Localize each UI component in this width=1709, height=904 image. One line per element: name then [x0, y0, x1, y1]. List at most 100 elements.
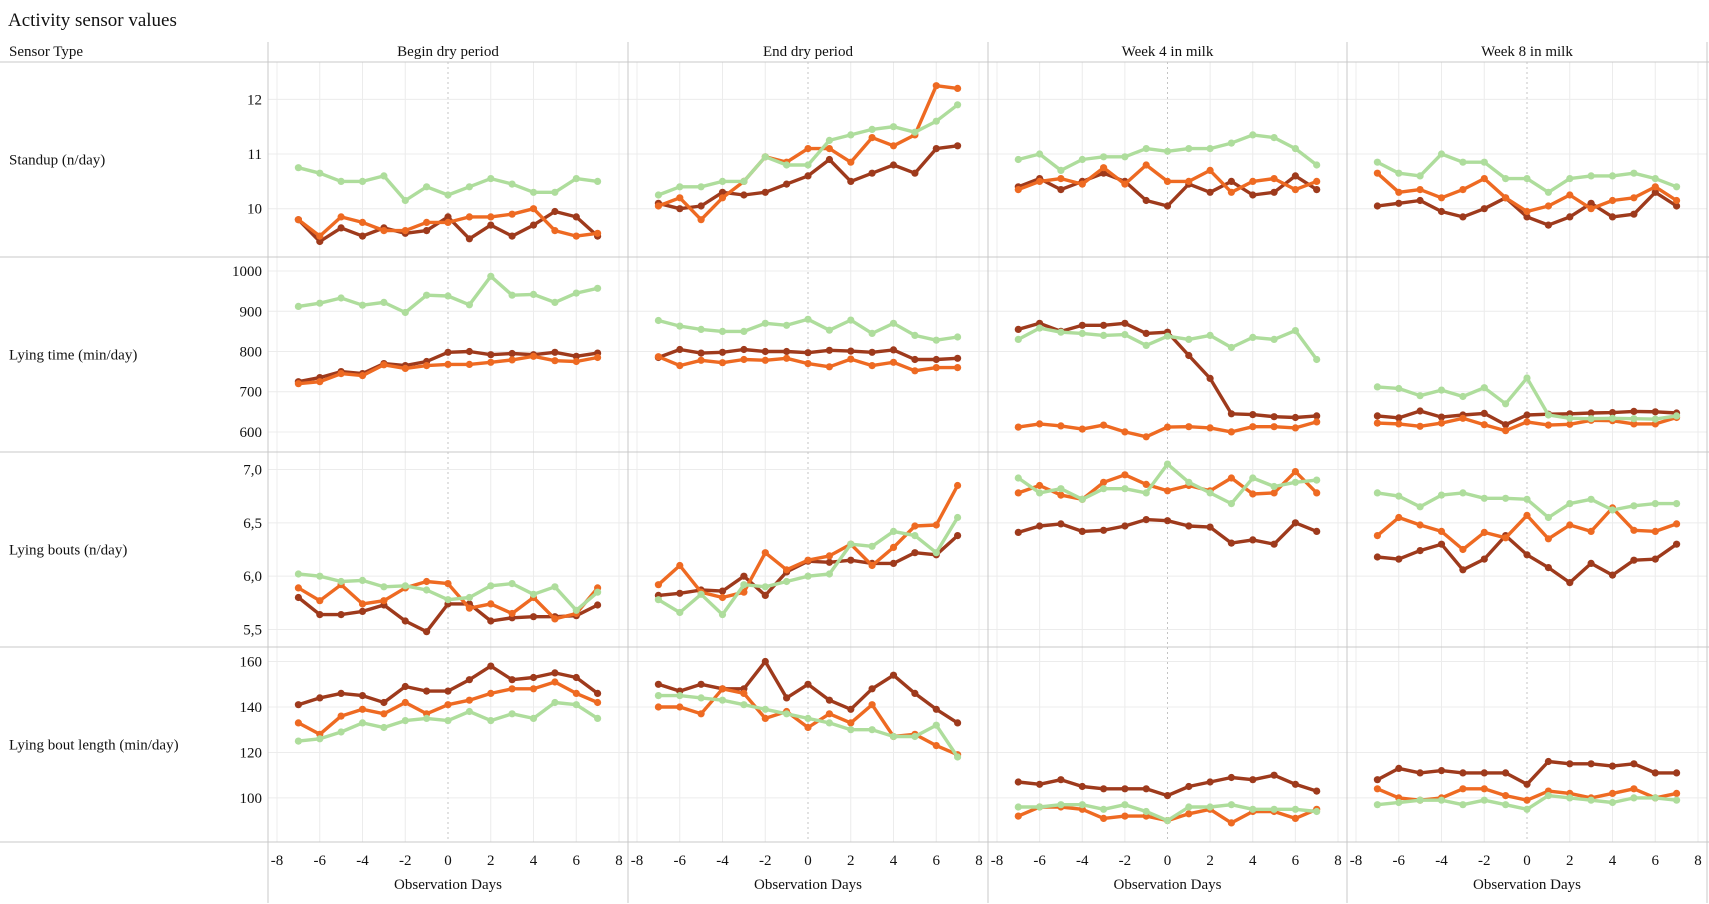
data-point: [889, 142, 898, 150]
data-point: [358, 301, 367, 309]
data-point: [572, 232, 580, 240]
data-point: [1185, 803, 1193, 811]
data-point: [337, 712, 345, 720]
data-point: [1313, 807, 1321, 816]
data-point: [1566, 579, 1574, 587]
data-point: [932, 521, 940, 529]
data-point: [761, 347, 769, 356]
data-point: [1142, 341, 1150, 349]
data-point: [1651, 408, 1659, 416]
data-point: [740, 701, 748, 709]
row-header-label: Sensor Type: [9, 44, 83, 60]
data-point: [465, 604, 473, 612]
data-point: [1291, 186, 1299, 194]
panel-frame-layer: [0, 42, 1709, 903]
data-point: [1544, 535, 1552, 543]
data-point: [358, 232, 367, 240]
data-point: [594, 284, 602, 292]
data-point: [1544, 411, 1552, 419]
data-point: [487, 689, 495, 698]
data-point: [954, 101, 962, 109]
data-point: [423, 586, 431, 594]
data-point: [1270, 175, 1278, 183]
data-point: [1373, 776, 1381, 784]
data-point: [1373, 801, 1381, 809]
data-point: [1036, 324, 1044, 332]
data-point: [1437, 386, 1446, 394]
data-point: [676, 561, 684, 570]
data-point: [1270, 134, 1278, 142]
column-header: Week 4 in milk: [1122, 44, 1214, 60]
data-point: [1163, 792, 1172, 800]
data-point: [487, 617, 495, 625]
data-point: [380, 298, 388, 306]
y-tick-label: 7,0: [243, 462, 262, 478]
data-point: [868, 561, 876, 570]
data-point: [487, 221, 495, 229]
data-point: [1480, 175, 1488, 183]
data-point: [487, 175, 495, 183]
data-point: [1014, 423, 1022, 431]
y-tick-label: 6,5: [243, 516, 262, 532]
data-point: [294, 164, 302, 172]
data-point: [847, 355, 855, 363]
data-point: [676, 362, 684, 370]
data-point: [1249, 474, 1257, 482]
data-point: [1416, 186, 1424, 194]
data-point: [1502, 421, 1510, 429]
data-point: [1249, 423, 1257, 431]
data-point: [401, 227, 409, 235]
x-tick-label: 8: [1334, 853, 1342, 869]
data-point: [761, 657, 769, 666]
data-point: [804, 723, 812, 732]
data-point: [1608, 172, 1617, 180]
data-point: [1121, 153, 1129, 161]
data-point: [1291, 805, 1299, 813]
data-point: [847, 158, 855, 166]
data-point: [889, 123, 898, 131]
data-point: [932, 117, 940, 125]
data-point: [444, 701, 452, 709]
data-point: [508, 356, 516, 364]
data-point: [1608, 409, 1617, 417]
data-point: [444, 292, 452, 300]
data-point: [401, 308, 409, 317]
data-point: [444, 717, 452, 725]
data-point: [572, 701, 580, 709]
data-point: [1416, 196, 1424, 205]
y-tick-label: 5,5: [243, 623, 262, 639]
data-point: [316, 169, 324, 177]
data-point: [337, 728, 345, 736]
data-point: [1121, 522, 1129, 530]
data-point: [423, 183, 431, 191]
data-point: [1100, 169, 1108, 177]
x-tick-label: -6: [1033, 853, 1046, 869]
column-header: Begin dry period: [397, 44, 499, 60]
data-point: [1291, 327, 1299, 335]
data-point: [697, 202, 705, 210]
data-point: [1566, 794, 1574, 802]
data-point: [1206, 331, 1214, 339]
data-point: [1270, 188, 1278, 196]
x-tick-label: 4: [1249, 853, 1257, 869]
data-point: [594, 698, 602, 707]
data-point: [1544, 564, 1552, 572]
data-point: [1587, 760, 1595, 768]
data-point: [718, 587, 727, 595]
x-tick-label: 2: [1206, 853, 1214, 869]
data-point: [1523, 495, 1531, 503]
data-point: [954, 719, 962, 727]
data-point: [1036, 489, 1044, 497]
data-point: [508, 676, 516, 684]
data-point: [1291, 814, 1299, 823]
x-tick-label: -2: [1478, 853, 1491, 869]
data-point: [423, 227, 431, 235]
data-point: [1395, 492, 1403, 500]
data-point: [1270, 413, 1278, 421]
data-point: [1249, 805, 1257, 813]
data-point: [761, 549, 769, 557]
data-point: [551, 227, 559, 235]
data-point: [1395, 199, 1403, 207]
data-point: [1416, 521, 1424, 529]
data-point: [847, 347, 855, 355]
